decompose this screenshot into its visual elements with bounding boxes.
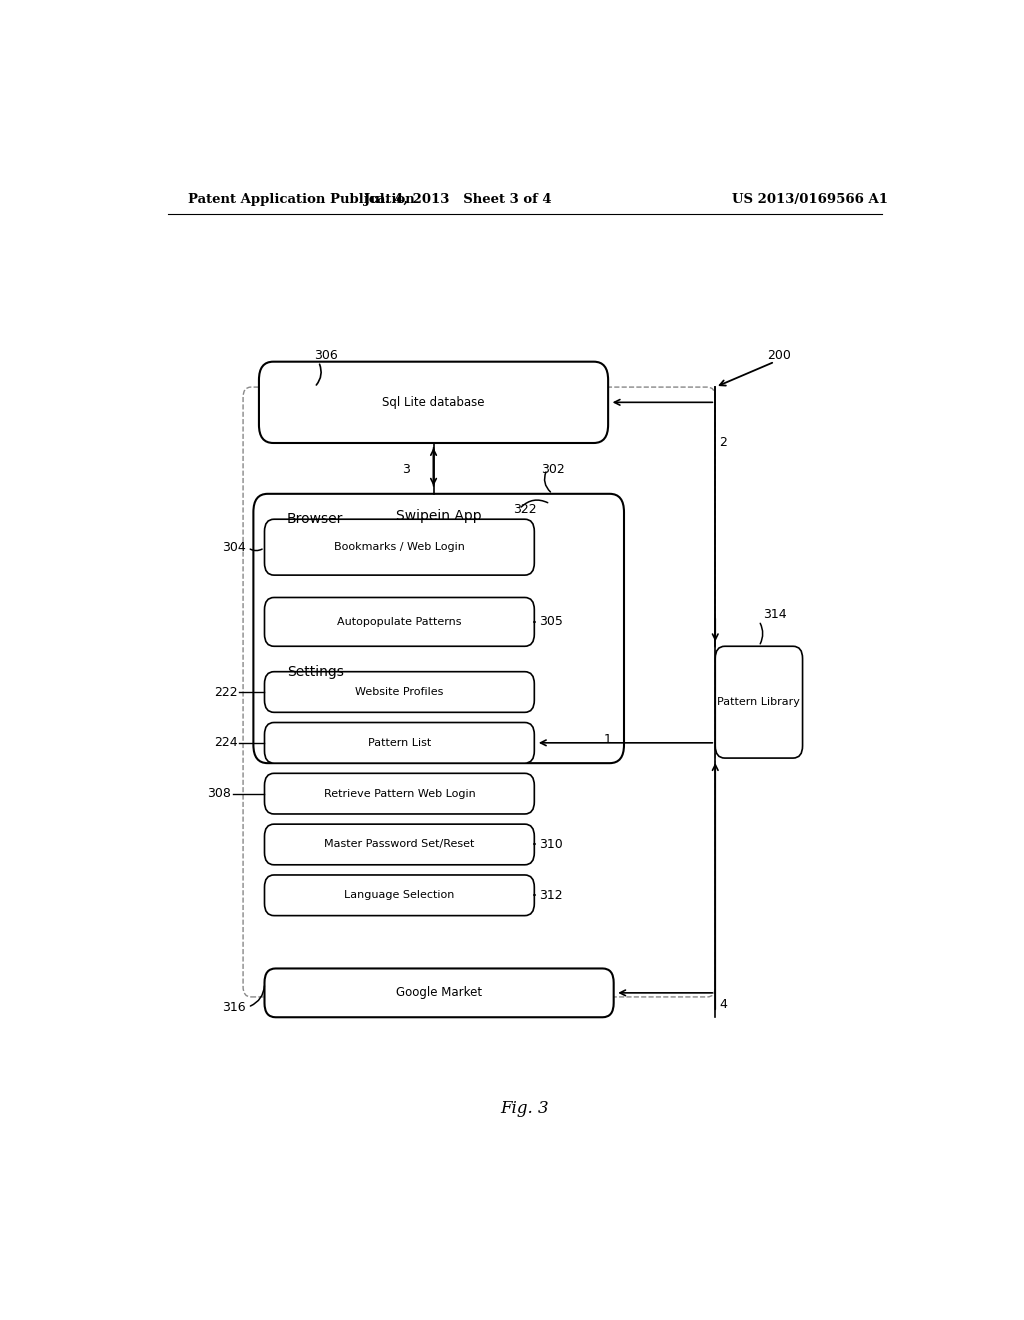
Text: 305: 305 (539, 615, 563, 628)
Text: 1: 1 (604, 734, 612, 746)
FancyBboxPatch shape (253, 494, 624, 763)
Text: Sql Lite database: Sql Lite database (382, 396, 484, 409)
Text: Website Profiles: Website Profiles (355, 686, 443, 697)
Text: 316: 316 (222, 1001, 246, 1014)
Text: Pattern Library: Pattern Library (718, 697, 801, 708)
Text: 314: 314 (763, 609, 786, 620)
Text: Patent Application Publication: Patent Application Publication (187, 193, 415, 206)
Text: Settings: Settings (287, 665, 344, 678)
Text: 312: 312 (539, 888, 563, 902)
FancyBboxPatch shape (264, 875, 535, 916)
Text: 200: 200 (767, 348, 791, 362)
Text: 3: 3 (401, 463, 410, 477)
Text: Master Password Set/Reset: Master Password Set/Reset (325, 840, 474, 850)
Text: 224: 224 (214, 737, 238, 750)
FancyBboxPatch shape (264, 969, 613, 1018)
Text: 306: 306 (314, 348, 338, 362)
Text: 310: 310 (539, 838, 563, 851)
Text: Swipein App: Swipein App (396, 510, 481, 523)
Text: 322: 322 (513, 503, 537, 516)
Text: Autopopulate Patterns: Autopopulate Patterns (337, 616, 462, 627)
FancyBboxPatch shape (264, 672, 535, 713)
Text: 308: 308 (207, 787, 231, 800)
FancyBboxPatch shape (264, 774, 535, 814)
FancyBboxPatch shape (243, 387, 715, 997)
FancyBboxPatch shape (264, 722, 535, 763)
Text: Bookmarks / Web Login: Bookmarks / Web Login (334, 543, 465, 552)
FancyBboxPatch shape (264, 824, 535, 865)
Text: Google Market: Google Market (396, 986, 482, 999)
Text: Browser: Browser (287, 512, 343, 527)
Text: Fig. 3: Fig. 3 (501, 1101, 549, 1117)
Text: Retrieve Pattern Web Login: Retrieve Pattern Web Login (324, 788, 475, 799)
Text: Language Selection: Language Selection (344, 890, 455, 900)
FancyBboxPatch shape (259, 362, 608, 444)
Text: Pattern List: Pattern List (368, 738, 431, 748)
FancyBboxPatch shape (715, 647, 803, 758)
Text: 4: 4 (719, 998, 727, 1011)
Text: 222: 222 (214, 685, 238, 698)
Text: 304: 304 (222, 541, 246, 554)
FancyBboxPatch shape (264, 519, 535, 576)
Text: 2: 2 (719, 437, 727, 450)
Text: 302: 302 (541, 463, 564, 477)
Text: Jul. 4, 2013   Sheet 3 of 4: Jul. 4, 2013 Sheet 3 of 4 (364, 193, 551, 206)
Text: US 2013/0169566 A1: US 2013/0169566 A1 (732, 193, 889, 206)
FancyBboxPatch shape (264, 598, 535, 647)
